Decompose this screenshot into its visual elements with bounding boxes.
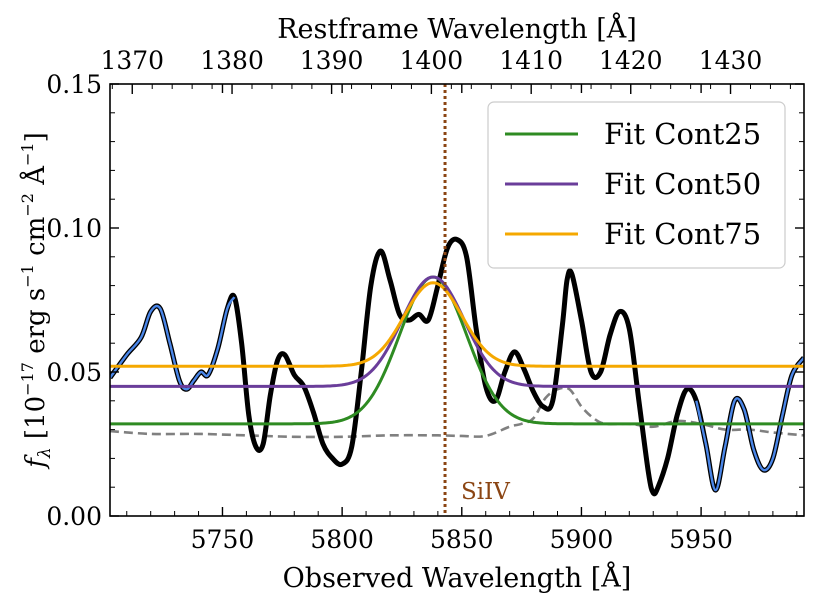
- top-x-tick-label: 1410: [499, 46, 563, 75]
- top-x-tick-label: 1400: [400, 46, 464, 75]
- x-axis-label: Observed Wavelength [Å]: [283, 561, 632, 594]
- top-x-tick-label: 1430: [699, 46, 763, 75]
- y-tick-label: 0.10: [46, 214, 102, 243]
- y-tick-label: 0.00: [46, 502, 102, 531]
- y-tick-label: 0.05: [46, 358, 102, 387]
- y-label-open: [10: [21, 396, 51, 448]
- x-tick-label: 5800: [310, 525, 374, 554]
- vline-layer: SiIV: [443, 84, 510, 516]
- y-label-exp4: −1: [18, 142, 37, 166]
- fit-line-fit-cont25: [110, 275, 804, 426]
- y-label-exp3: −2: [18, 193, 37, 217]
- y-label-sub: λ: [35, 447, 55, 459]
- x-tick-label: 5950: [669, 525, 733, 554]
- continuum-region-line-1: [695, 356, 804, 492]
- y-axis-label: fλ [10−17 erg s−1 cm−2 Å−1]: [18, 132, 55, 469]
- fit-line-fit-cont75: [110, 281, 804, 368]
- plot-frame: [109, 83, 805, 517]
- legend-label-cont25: Fit Cont25: [604, 117, 761, 151]
- series-layer: [110, 236, 804, 497]
- y-tick-label: 0.15: [46, 70, 102, 99]
- legend-label-cont75: Fit Cont75: [604, 217, 761, 251]
- y-label-close: ]: [21, 132, 51, 142]
- fit-line-fit-cont50: [110, 275, 804, 388]
- top-x-tick-label: 1370: [100, 46, 164, 75]
- top-x-tick-label: 1420: [599, 46, 663, 75]
- x-tick-label: 5900: [550, 525, 614, 554]
- legend: Fit Cont25 Fit Cont50 Fit Cont75: [487, 101, 786, 269]
- y-label-exp1: −17: [18, 362, 37, 396]
- top-x-tick-label: 1380: [200, 46, 264, 75]
- y-label-erg: erg s: [21, 288, 51, 362]
- top-x-tick-label: 1390: [300, 46, 364, 75]
- tick-layer: 5750 5800 5850 5900 5950 1370 1380 1390 1400 1410…: [46, 46, 804, 554]
- x-tick-label: 5850: [430, 525, 494, 554]
- y-label-ang: Å: [19, 165, 51, 193]
- x-tick-label: 5750: [191, 525, 255, 554]
- y-label-cm: cm: [21, 217, 51, 264]
- siiv-marker-label: SiIV: [461, 479, 510, 505]
- top-x-axis-label: Restframe Wavelength [Å]: [277, 12, 637, 45]
- legend-box: [487, 101, 786, 269]
- y-label-exp2: −1: [18, 264, 37, 288]
- legend-label-cont50: Fit Cont50: [604, 167, 761, 201]
- spectrum-line: [110, 236, 804, 497]
